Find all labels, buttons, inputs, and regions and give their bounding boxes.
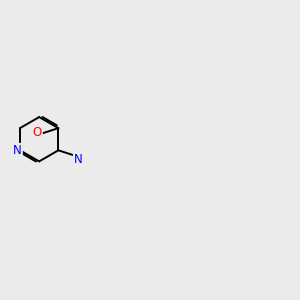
- Text: N: N: [13, 144, 22, 157]
- Text: N: N: [74, 153, 82, 166]
- Text: O: O: [33, 126, 42, 139]
